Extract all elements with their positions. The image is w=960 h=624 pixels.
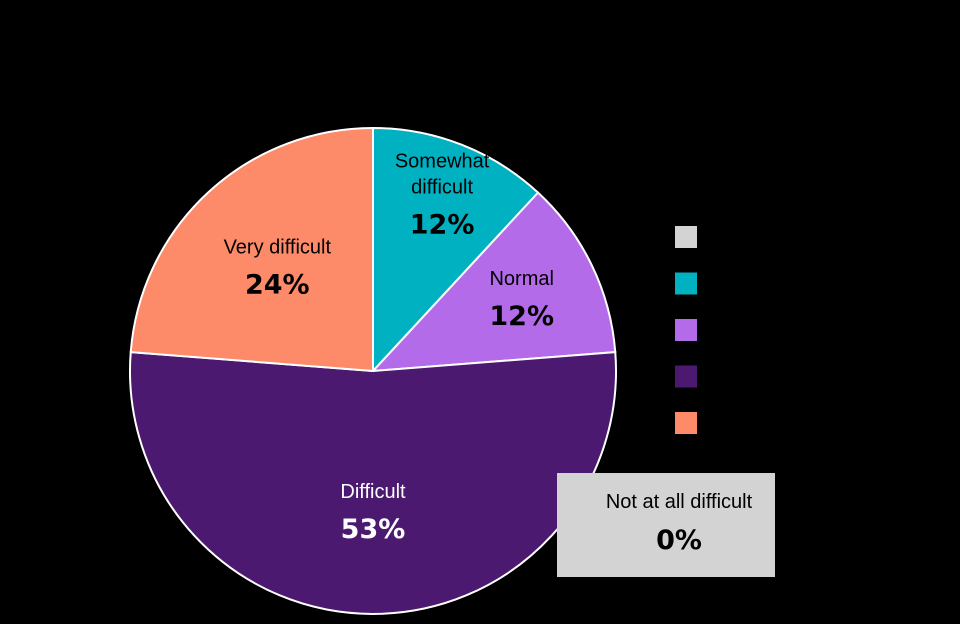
slice-label-very-difficult: Very difficult (224, 237, 332, 259)
slice-label-normal: Normal (489, 268, 553, 290)
slice-value-very-difficult: 24% (245, 270, 310, 301)
slice-somewhat-difficult (372, 126, 540, 374)
legend-swatch-difficult (675, 365, 697, 388)
slice-value-difficult: 53% (341, 514, 406, 545)
slice-value-normal: 12% (489, 301, 554, 332)
slice-value-not-at-all-difficult: 0% (656, 525, 702, 556)
pie-slices (129, 126, 617, 615)
slice-normal (370, 191, 617, 373)
slice-label-somewhat-difficult-line2: difficult (411, 177, 473, 199)
legend-swatch-somewhat-difficult (675, 272, 697, 295)
slice-label-somewhat-difficult-line1: Somewhat (395, 151, 490, 173)
slice-very-difficult (129, 126, 374, 373)
callout-box-not-at-all-difficult (557, 473, 775, 577)
zero-slice-callout: Not at all difficult 0% (557, 473, 775, 577)
slice-value-somewhat-difficult: 12% (410, 210, 475, 241)
slice-label-not-at-all-difficult: Not at all difficult (606, 491, 753, 513)
slice-label-difficult: Difficult (340, 481, 406, 503)
slice-labels: Somewhat difficult 12% Normal 12% Difficult 53… (224, 151, 554, 545)
legend-swatch-normal (675, 319, 697, 341)
legend-swatch-not-at-all-difficult (675, 226, 697, 248)
legend-swatch-very-difficult (675, 412, 697, 434)
legend (675, 226, 697, 434)
slice-difficult (129, 351, 617, 615)
